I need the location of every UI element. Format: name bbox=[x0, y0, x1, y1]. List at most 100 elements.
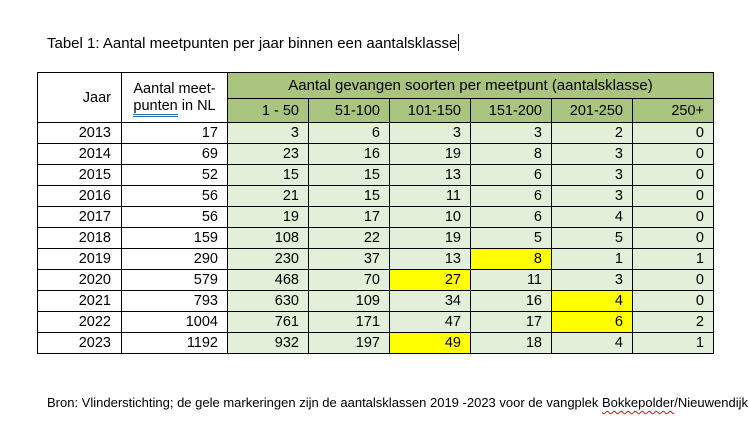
value-cell[interactable]: 22 bbox=[308, 227, 390, 249]
value-cell[interactable]: 11 bbox=[470, 269, 552, 291]
value-cell[interactable]: 23 bbox=[227, 143, 309, 165]
year-cell[interactable]: 2023 bbox=[37, 332, 122, 354]
value-cell[interactable]: 5 bbox=[551, 227, 633, 249]
value-cell[interactable]: 6 bbox=[470, 206, 552, 228]
class-header-101-150[interactable]: 101-150 bbox=[389, 98, 471, 123]
year-cell[interactable]: 2019 bbox=[37, 248, 122, 270]
value-cell[interactable]: 0 bbox=[632, 269, 714, 291]
value-cell-highlighted[interactable]: 4 bbox=[551, 290, 633, 312]
meetpunten-cell[interactable]: 17 bbox=[121, 122, 228, 144]
value-cell[interactable]: 5 bbox=[470, 227, 552, 249]
value-cell[interactable]: 761 bbox=[227, 311, 309, 333]
value-cell[interactable]: 3 bbox=[227, 122, 309, 144]
group-header-aantalsklasse[interactable]: Aantal gevangen soorten per meetpunt (aa… bbox=[227, 72, 714, 99]
class-header-51-100[interactable]: 51-100 bbox=[308, 98, 390, 123]
meetpunten-cell[interactable]: 159 bbox=[121, 227, 228, 249]
year-cell[interactable]: 2020 bbox=[37, 269, 122, 291]
value-cell-highlighted[interactable]: 27 bbox=[389, 269, 471, 291]
value-cell[interactable]: 0 bbox=[632, 206, 714, 228]
meetpunten-cell[interactable]: 52 bbox=[121, 164, 228, 186]
value-cell[interactable]: 2 bbox=[632, 311, 714, 333]
value-cell[interactable]: 932 bbox=[227, 332, 309, 354]
value-cell[interactable]: 468 bbox=[227, 269, 309, 291]
year-cell[interactable]: 2022 bbox=[37, 311, 122, 333]
year-cell[interactable]: 2016 bbox=[37, 185, 122, 207]
value-cell[interactable]: 0 bbox=[632, 290, 714, 312]
value-cell[interactable]: 0 bbox=[632, 122, 714, 144]
class-header-201-250[interactable]: 201-250 bbox=[551, 98, 633, 123]
value-cell[interactable]: 0 bbox=[632, 227, 714, 249]
value-cell[interactable]: 4 bbox=[551, 206, 633, 228]
value-cell[interactable]: 34 bbox=[389, 290, 471, 312]
value-cell[interactable]: 108 bbox=[227, 227, 309, 249]
value-cell[interactable]: 3 bbox=[389, 122, 471, 144]
value-cell[interactable]: 1 bbox=[632, 248, 714, 270]
value-cell[interactable]: 197 bbox=[308, 332, 390, 354]
meetpunten-cell[interactable]: 290 bbox=[121, 248, 228, 270]
value-cell[interactable]: 21 bbox=[227, 185, 309, 207]
value-cell[interactable]: 16 bbox=[470, 290, 552, 312]
value-cell[interactable]: 0 bbox=[632, 164, 714, 186]
value-cell[interactable]: 3 bbox=[551, 164, 633, 186]
value-cell[interactable]: 2 bbox=[551, 122, 633, 144]
class-header-250plus[interactable]: 250+ bbox=[632, 98, 714, 123]
value-cell[interactable]: 3 bbox=[551, 185, 633, 207]
value-cell-highlighted[interactable]: 8 bbox=[470, 248, 552, 270]
value-cell[interactable]: 17 bbox=[470, 311, 552, 333]
year-cell[interactable]: 2014 bbox=[37, 143, 122, 165]
value-cell[interactable]: 1 bbox=[551, 248, 633, 270]
col-header-jaar[interactable]: Jaar bbox=[37, 72, 122, 123]
value-cell[interactable]: 15 bbox=[227, 164, 309, 186]
value-cell[interactable]: 6 bbox=[470, 185, 552, 207]
value-cell[interactable]: 16 bbox=[308, 143, 390, 165]
year-cell[interactable]: 2018 bbox=[37, 227, 122, 249]
value-cell[interactable]: 3 bbox=[470, 122, 552, 144]
value-cell[interactable]: 6 bbox=[308, 122, 390, 144]
value-cell[interactable]: 3 bbox=[551, 269, 633, 291]
value-cell[interactable]: 6 bbox=[470, 164, 552, 186]
value-cell[interactable]: 19 bbox=[389, 227, 471, 249]
meetpunten-cell[interactable]: 56 bbox=[121, 206, 228, 228]
value-cell[interactable]: 1 bbox=[632, 332, 714, 354]
col-header-meetpunten[interactable]: Aantal meet-punten in NL bbox=[121, 72, 228, 123]
meetpunten-cell[interactable]: 1192 bbox=[121, 332, 228, 354]
value-cell[interactable]: 37 bbox=[308, 248, 390, 270]
value-cell[interactable]: 8 bbox=[470, 143, 552, 165]
source-footnote[interactable]: Bron: Vlinderstichting; de gele markerin… bbox=[47, 394, 748, 411]
value-cell[interactable]: 630 bbox=[227, 290, 309, 312]
meetpunten-cell[interactable]: 579 bbox=[121, 269, 228, 291]
value-cell[interactable]: 15 bbox=[308, 164, 390, 186]
value-cell[interactable]: 11 bbox=[389, 185, 471, 207]
year-cell[interactable]: 2021 bbox=[37, 290, 122, 312]
value-cell[interactable]: 13 bbox=[389, 164, 471, 186]
value-cell[interactable]: 17 bbox=[308, 206, 390, 228]
year-cell[interactable]: 2013 bbox=[37, 122, 122, 144]
value-cell[interactable]: 19 bbox=[227, 206, 309, 228]
document-title[interactable]: Tabel 1: Aantal meetpunten per jaar binn… bbox=[47, 34, 460, 53]
meetpunten-cell[interactable]: 793 bbox=[121, 290, 228, 312]
value-cell-highlighted[interactable]: 49 bbox=[389, 332, 471, 354]
value-cell[interactable]: 230 bbox=[227, 248, 309, 270]
value-cell[interactable]: 19 bbox=[389, 143, 471, 165]
value-cell[interactable]: 109 bbox=[308, 290, 390, 312]
value-cell[interactable]: 171 bbox=[308, 311, 390, 333]
value-cell[interactable]: 4 bbox=[551, 332, 633, 354]
value-cell[interactable]: 0 bbox=[632, 143, 714, 165]
value-cell[interactable]: 18 bbox=[470, 332, 552, 354]
class-header-1-50[interactable]: 1 - 50 bbox=[227, 98, 309, 123]
meetpunten-cell[interactable]: 56 bbox=[121, 185, 228, 207]
meetpunten-table: Jaar Aantal meet-punten in NL Aantal gev… bbox=[37, 72, 714, 354]
value-cell[interactable]: 10 bbox=[389, 206, 471, 228]
meetpunten-cell[interactable]: 69 bbox=[121, 143, 228, 165]
value-cell[interactable]: 47 bbox=[389, 311, 471, 333]
value-cell[interactable]: 15 bbox=[308, 185, 390, 207]
year-cell[interactable]: 2015 bbox=[37, 164, 122, 186]
value-cell[interactable]: 3 bbox=[551, 143, 633, 165]
year-cell[interactable]: 2017 bbox=[37, 206, 122, 228]
value-cell[interactable]: 13 bbox=[389, 248, 471, 270]
meetpunten-cell[interactable]: 1004 bbox=[121, 311, 228, 333]
value-cell[interactable]: 70 bbox=[308, 269, 390, 291]
class-header-151-200[interactable]: 151-200 bbox=[470, 98, 552, 123]
value-cell[interactable]: 0 bbox=[632, 185, 714, 207]
value-cell-highlighted[interactable]: 6 bbox=[551, 311, 633, 333]
